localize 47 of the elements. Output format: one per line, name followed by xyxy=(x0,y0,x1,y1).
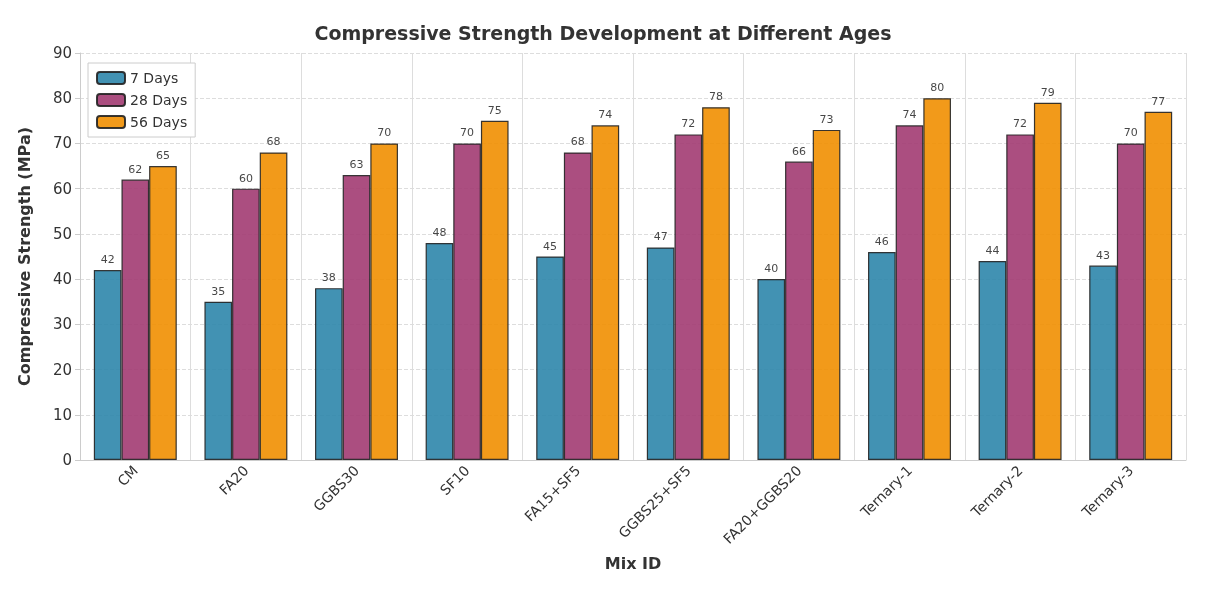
chart-title: Compressive Strength Development at Different Ages xyxy=(314,21,892,44)
legend-label: 7 Days xyxy=(130,70,179,86)
data-label: 38 xyxy=(321,271,336,285)
data-label: 70 xyxy=(377,126,392,140)
data-label: 77 xyxy=(1151,94,1166,108)
data-label: 35 xyxy=(211,284,226,298)
y-tick-label: 30 xyxy=(52,315,72,334)
data-label: 75 xyxy=(487,103,502,117)
legend-label: 28 Days xyxy=(130,92,188,108)
y-tick-label: 10 xyxy=(52,405,72,424)
data-label: 72 xyxy=(681,117,696,131)
y-tick-label: 80 xyxy=(52,89,72,108)
data-label: 68 xyxy=(266,135,281,149)
data-label: 45 xyxy=(543,239,558,253)
data-label: 65 xyxy=(155,149,170,163)
legend-label: 56 Days xyxy=(130,114,188,130)
data-label: 60 xyxy=(238,171,253,185)
y-tick-label: 60 xyxy=(52,179,72,198)
data-label: 40 xyxy=(764,262,779,276)
y-tick-label: 70 xyxy=(52,134,72,153)
data-label: 78 xyxy=(708,90,723,104)
data-label: 47 xyxy=(653,230,668,244)
data-label: 48 xyxy=(432,225,447,239)
data-label: 79 xyxy=(1040,85,1055,99)
y-tick-label: 50 xyxy=(52,224,72,243)
data-label: 73 xyxy=(819,112,834,126)
data-label: 44 xyxy=(985,244,1000,258)
data-label: 63 xyxy=(349,158,364,172)
data-label: 43 xyxy=(1096,248,1111,262)
y-tick-label: 40 xyxy=(52,270,72,289)
y-tick-label: 20 xyxy=(52,360,72,379)
data-label: 66 xyxy=(791,144,806,158)
y-tick-label: 0 xyxy=(62,451,72,469)
x-axis-title: Mix ID xyxy=(604,553,662,573)
data-label: 74 xyxy=(902,108,917,122)
y-tick-label: 90 xyxy=(52,44,72,62)
data-label: 46 xyxy=(874,234,889,248)
data-label: 72 xyxy=(1013,117,1028,131)
data-label: 62 xyxy=(128,162,143,176)
data-label: 70 xyxy=(460,126,475,140)
data-label: 80 xyxy=(930,81,945,95)
data-label: 68 xyxy=(570,135,585,149)
data-label: 42 xyxy=(100,253,115,267)
y-axis-title: Compressive Strength (MPa) xyxy=(14,127,34,386)
x-tick-label: CM xyxy=(114,462,141,490)
data-label: 74 xyxy=(598,108,613,122)
data-label: 70 xyxy=(1123,126,1138,140)
